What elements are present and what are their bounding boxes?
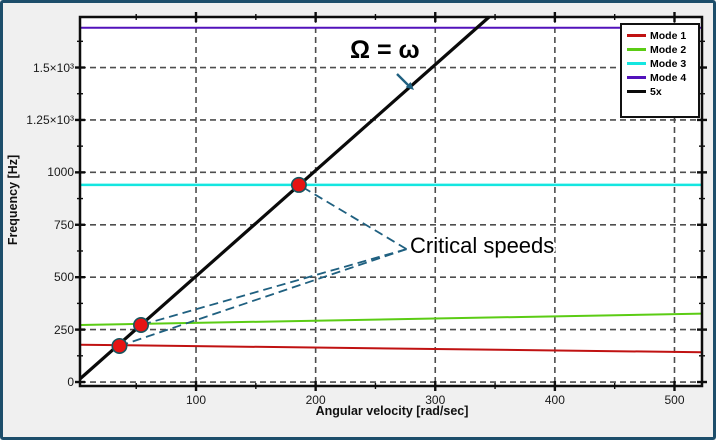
- series-line-mode-1: [79, 343, 703, 354]
- legend-label: Mode 2: [650, 44, 687, 56]
- plot-area: [80, 17, 702, 386]
- legend-swatch: [627, 47, 646, 51]
- critical-speed-marker: [290, 176, 307, 193]
- legend-item-mode-4: Mode 4: [627, 71, 698, 85]
- legend-swatch: [627, 61, 646, 65]
- legend-item-mode-1: Mode 1: [627, 29, 698, 43]
- legend: Mode 1 Mode 2 Mode 3 Mode 4 5x: [620, 23, 700, 118]
- legend-item-mode-3: Mode 3: [627, 57, 698, 71]
- omega-arrow: [396, 73, 414, 90]
- axis-ticks: [75, 12, 707, 391]
- series-line-5x: [78, 15, 491, 381]
- legend-swatch: [627, 75, 646, 79]
- plot-frame: [78, 15, 704, 388]
- legend-item-5x: 5x: [627, 85, 698, 99]
- legend-swatch: [627, 89, 646, 93]
- legend-item-mode-2: Mode 2: [627, 43, 698, 57]
- legend-label: Mode 1: [650, 30, 687, 42]
- gridlines: [80, 17, 702, 386]
- legend-label: Mode 4: [650, 72, 687, 84]
- legend-swatch: [627, 33, 646, 37]
- critical-speed-marker: [133, 316, 150, 333]
- leader-lines: [119, 184, 408, 347]
- series-line-mode-2: [79, 312, 703, 326]
- critical-speed-marker: [111, 337, 128, 354]
- legend-label: Mode 3: [650, 58, 687, 70]
- legend-label: 5x: [650, 86, 662, 98]
